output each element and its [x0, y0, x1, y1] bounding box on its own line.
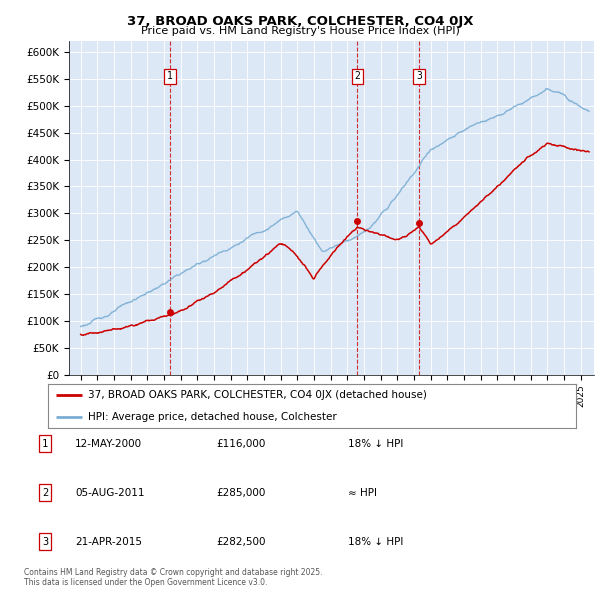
Text: 18% ↓ HPI: 18% ↓ HPI: [348, 537, 403, 546]
Text: Contains HM Land Registry data © Crown copyright and database right 2025.
This d: Contains HM Land Registry data © Crown c…: [24, 568, 323, 587]
Text: 3: 3: [416, 71, 422, 81]
Text: 21-APR-2015: 21-APR-2015: [75, 537, 142, 546]
Text: Price paid vs. HM Land Registry's House Price Index (HPI): Price paid vs. HM Land Registry's House …: [140, 26, 460, 36]
Text: 05-AUG-2011: 05-AUG-2011: [75, 488, 145, 497]
Text: 1: 1: [167, 71, 173, 81]
Text: £282,500: £282,500: [216, 537, 265, 546]
Text: 18% ↓ HPI: 18% ↓ HPI: [348, 439, 403, 448]
Text: 1: 1: [42, 439, 48, 448]
Text: 37, BROAD OAKS PARK, COLCHESTER, CO4 0JX: 37, BROAD OAKS PARK, COLCHESTER, CO4 0JX: [127, 15, 473, 28]
Text: 3: 3: [42, 537, 48, 546]
Text: £285,000: £285,000: [216, 488, 265, 497]
Text: 2: 2: [42, 488, 48, 497]
Text: HPI: Average price, detached house, Colchester: HPI: Average price, detached house, Colc…: [88, 412, 337, 422]
Text: ≈ HPI: ≈ HPI: [348, 488, 377, 497]
Text: 12-MAY-2000: 12-MAY-2000: [75, 439, 142, 448]
Text: 2: 2: [355, 71, 360, 81]
Text: 37, BROAD OAKS PARK, COLCHESTER, CO4 0JX (detached house): 37, BROAD OAKS PARK, COLCHESTER, CO4 0JX…: [88, 390, 427, 400]
Text: £116,000: £116,000: [216, 439, 265, 448]
